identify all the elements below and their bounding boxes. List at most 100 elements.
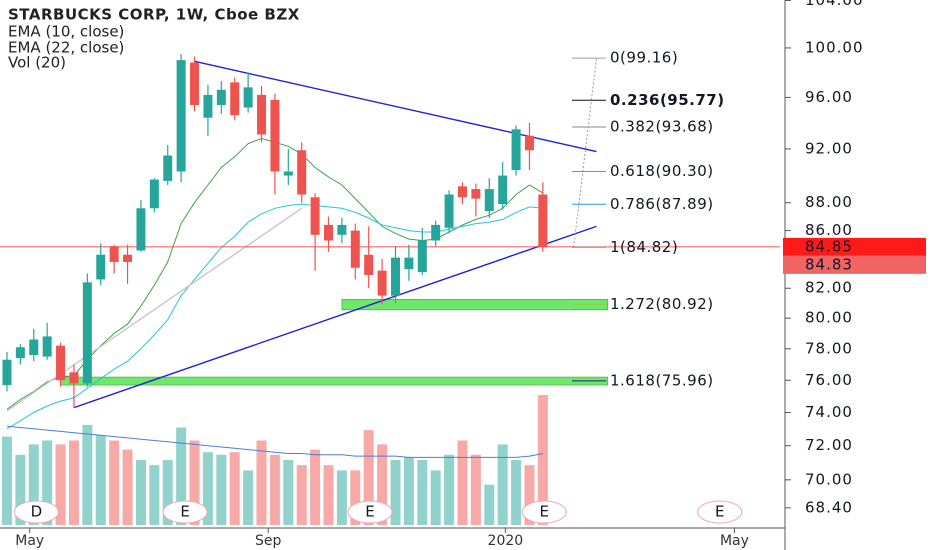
volume-bar (430, 470, 441, 525)
event-label: E (539, 503, 548, 521)
y-tick-label: 74.00 (805, 403, 853, 421)
candle-body (404, 257, 414, 270)
y-tick-label: 72.00 (805, 436, 853, 454)
x-tick-label: 2020 (488, 533, 524, 549)
volume-bar (1, 436, 12, 525)
volume-bar (336, 470, 347, 525)
candle-body (2, 359, 12, 386)
candle-body (310, 197, 320, 235)
candle-body (270, 99, 280, 172)
candle-body (163, 155, 173, 181)
volume-bar (216, 454, 227, 525)
volume-bar (283, 460, 294, 525)
event-marker (347, 500, 393, 524)
volume-bar (68, 440, 79, 525)
candle-body (511, 129, 521, 171)
candle-body (190, 62, 200, 105)
candle-body (136, 208, 146, 251)
volume-bar (497, 444, 508, 525)
candle-body (42, 336, 52, 357)
candle-body (15, 347, 25, 359)
y-tick-label: 100.00 (805, 38, 864, 56)
volume-bar (323, 465, 334, 525)
event-marker (13, 500, 59, 524)
volume-bar (390, 460, 401, 525)
volume-bar (256, 440, 267, 525)
fib-label: 0.382(93.68) (610, 118, 714, 136)
candle-body (538, 194, 548, 247)
volume-bar (417, 460, 428, 525)
prev-price-label: 84.83 (805, 255, 853, 273)
trendline (573, 58, 597, 248)
candle-body (123, 254, 133, 262)
volume-bar (202, 452, 213, 525)
volume-bar (403, 457, 414, 525)
volume-bar (350, 470, 361, 525)
volume-bar (15, 454, 26, 525)
legend-entry: Vol (20) (8, 54, 66, 72)
fib-label: 0.786(87.89) (610, 195, 714, 213)
zone (341, 299, 609, 311)
fib-label: 1.272(80.92) (610, 295, 714, 313)
volume-bar (109, 440, 120, 525)
volume-bar (296, 465, 307, 525)
y-tick-label: 70.00 (805, 470, 853, 488)
legend-entry: EMA (10, close) (8, 23, 124, 41)
candle-body (203, 94, 213, 118)
y-tick-label: 92.00 (805, 139, 853, 157)
candle-body (471, 189, 481, 199)
volume-bar (484, 484, 495, 525)
candle-body (324, 224, 334, 241)
event-label: D (31, 503, 43, 521)
candle-body (56, 345, 66, 381)
candle-body (431, 224, 441, 241)
legend-entry: EMA (22, close) (8, 39, 124, 57)
y-tick-label: 104.00 (805, 0, 864, 9)
last-price-label: 84.85 (805, 237, 853, 255)
candle-body (109, 246, 119, 262)
indicator-line (6, 203, 543, 430)
candle-body (69, 372, 79, 384)
candle-body (243, 87, 253, 108)
volume-bar (28, 444, 39, 525)
trendline (194, 60, 597, 153)
candle-body (82, 282, 92, 384)
volume-bar (511, 460, 522, 525)
volume-bar (82, 424, 93, 525)
volume-bar (162, 460, 173, 525)
x-tick-label: May (720, 533, 749, 549)
volume-bar (229, 452, 240, 525)
candle-body (230, 82, 240, 116)
candle-body (96, 254, 106, 280)
fib-label: 0(99.16) (610, 49, 678, 67)
candle-body (484, 189, 494, 212)
candle-body (216, 89, 226, 105)
volume-bar (176, 427, 187, 525)
plot-area: 0(99.16) 0.236(95.77) 0.382(93.68) 0.618(90… (0, 49, 780, 525)
candle-body (457, 186, 467, 198)
event-label: E (715, 503, 724, 521)
volume-bar (537, 395, 548, 525)
volume-bar (122, 449, 133, 525)
y-tick-label: 82.00 (805, 279, 853, 297)
trendline (73, 225, 597, 409)
x-tick-label: Sep (255, 533, 282, 549)
volume-bar (149, 465, 160, 525)
candle-body (444, 194, 454, 228)
candle-body (257, 94, 267, 135)
y-tick-label: 88.00 (805, 193, 853, 211)
candle-body (377, 270, 387, 296)
fib-label: 1.618(75.96) (610, 371, 714, 389)
candle-body (524, 135, 534, 151)
y-tick-label: 68.40 (805, 498, 853, 516)
event-marker (162, 500, 208, 524)
chart-title: STARBUCKS CORP, 1W, Cboe BZX (8, 6, 300, 24)
last-price-box (783, 237, 926, 256)
volume-bar (243, 470, 254, 525)
fib-label: 1(84.82) (610, 238, 678, 256)
volume-bar (42, 440, 53, 525)
candle-body (337, 224, 347, 235)
candle-body (176, 60, 186, 172)
